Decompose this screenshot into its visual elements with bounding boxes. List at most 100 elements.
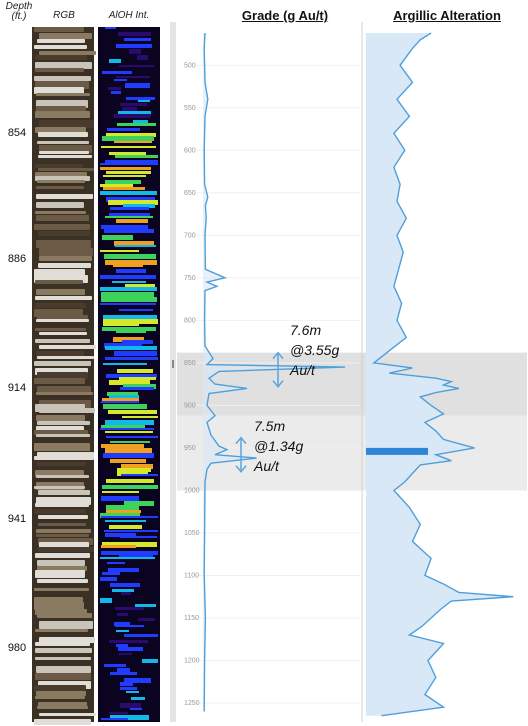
depth-label-980: 980: [7, 642, 27, 654]
aioh-core-segment: [108, 87, 121, 90]
argillic-area: [366, 32, 514, 716]
aioh-core-segment: [108, 200, 158, 205]
rgb-core-segment: [35, 629, 88, 632]
aioh-core-segment: [109, 525, 142, 529]
rgb-core-segment: [35, 62, 92, 69]
depth-label-854: 854: [7, 127, 27, 139]
aioh-core-segment: [110, 672, 137, 675]
aioh-core-segment: [103, 363, 147, 365]
rgb-core-segment: [35, 339, 90, 343]
aioh-core-segment: [111, 91, 121, 94]
rgb-core-segment: [35, 68, 84, 72]
aioh-core-segment: [120, 703, 141, 708]
argillic-line: [372, 32, 514, 717]
rgb-core-segment: [34, 76, 91, 81]
aioh-core-segment: [106, 374, 157, 378]
aioh-core-segment: [121, 474, 158, 476]
rgb-core-segment: [34, 597, 83, 603]
rgb-core-segment: [35, 303, 86, 308]
aioh-core-segment: [122, 340, 153, 344]
aioh-core-segment: [135, 604, 156, 607]
rgb-core-segment: [36, 215, 89, 221]
aioh-core-segment: [118, 32, 151, 36]
aioh-core-segment: [100, 557, 155, 559]
aioh-core-segment: [112, 281, 146, 283]
rgb-core-segment: [39, 637, 95, 643]
aioh-core-segment: [100, 428, 154, 430]
aioh-core-segment: [105, 260, 157, 265]
aioh-core-segment: [124, 678, 151, 683]
aioh-core-segment: [106, 505, 139, 510]
depth-tick-label: 550: [184, 105, 196, 112]
rgb-core-segment: [37, 706, 88, 709]
aioh-core-segment: [137, 55, 148, 60]
rgb-core-segment: [36, 319, 89, 322]
rgb-core-segment: [36, 534, 89, 537]
rgb-core-segment: [36, 186, 84, 189]
aioh-core-segment: [119, 377, 156, 380]
depth-label-886: 886: [7, 253, 27, 265]
rgb-core-segment: [36, 666, 91, 673]
aioh-core-segment: [116, 644, 128, 647]
aioh-core-segment: [123, 384, 156, 389]
aioh-core-segment: [116, 219, 148, 223]
rgb-core-segment: [35, 570, 85, 578]
rgb-core-segment: [38, 155, 92, 158]
panel-divider: [170, 22, 176, 722]
rgb-core-segment: [37, 421, 90, 425]
aioh-core-segment: [115, 155, 158, 158]
aioh-core-segment: [114, 241, 154, 246]
aioh-core-segment: [126, 97, 155, 100]
aioh-core-segment: [114, 79, 127, 81]
aioh-core-segment: [105, 520, 146, 522]
aioh-core-segment: [105, 160, 158, 165]
aioh-core-segment: [106, 133, 156, 137]
aioh-core-segment: [106, 171, 151, 174]
aioh-core-segment: [102, 398, 139, 402]
rgb-core-segment: [38, 490, 90, 495]
aioh-core-segment: [101, 516, 158, 518]
argillic-spike-band: [366, 447, 428, 455]
rgb-core-segment: [39, 621, 93, 629]
aioh-core-segment: [117, 471, 148, 476]
aioh-core-segment: [116, 630, 129, 632]
rgb-core-segment: [37, 560, 85, 566]
rgb-core-segment: [37, 141, 89, 144]
aioh-core-segment: [105, 346, 157, 350]
rgb-core-segment: [35, 553, 90, 558]
aioh-core-segment: [101, 425, 145, 430]
aioh-core-segment: [105, 420, 154, 425]
rgb-core-segment: [36, 392, 93, 395]
aioh-core-segment: [109, 712, 128, 714]
aioh-core-segment: [105, 27, 116, 29]
aioh-core-segment: [114, 114, 151, 118]
aioh-core-segment: [120, 536, 157, 538]
aioh-core-segment: [113, 263, 143, 267]
rgb-core-segment: [39, 256, 92, 261]
rgb-core-segment: [39, 248, 93, 256]
aioh-core-segment: [103, 453, 154, 458]
rgb-core-segment: [39, 345, 96, 349]
rgb-core-segment: [37, 613, 92, 618]
rgb-core-segment: [34, 602, 84, 610]
rgb-core-segment: [34, 443, 90, 451]
rgb-core-segment: [38, 132, 88, 137]
rgb-core-segment: [36, 289, 85, 295]
aioh-core-segment: [103, 322, 139, 326]
intercept-2-interval: 7.5m: [254, 418, 286, 434]
aioh-core-segment: [100, 184, 133, 187]
aioh-core-segment: [104, 229, 154, 233]
intercept-1-grade: @3.55g: [290, 342, 340, 358]
rgb-core-segment: [37, 462, 86, 466]
rgb-core-segment: [37, 579, 88, 583]
aioh-core-segment: [138, 618, 155, 621]
aioh-core-segment: [107, 392, 138, 396]
rgb-core-segment: [39, 51, 96, 55]
rgb-core-segment: [39, 713, 96, 716]
rgb-core-segment: [38, 168, 94, 171]
aioh-core-segment: [109, 213, 150, 218]
aioh-core-segment: [120, 682, 133, 686]
depth-tick-label: 1100: [184, 572, 199, 579]
aioh-core-segment: [121, 592, 131, 595]
rgb-core-segment: [36, 202, 84, 208]
